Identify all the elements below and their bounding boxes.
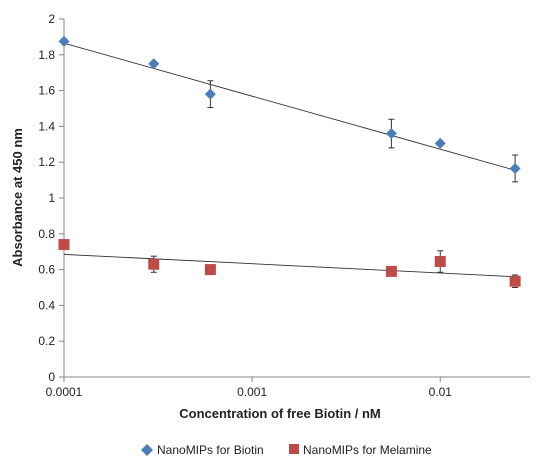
data-points	[58, 35, 521, 287]
data-point-square	[509, 275, 521, 287]
data-point-square	[434, 256, 446, 268]
data-point-square	[385, 265, 397, 277]
trendline	[63, 253, 516, 278]
data-point-diamond	[434, 137, 446, 149]
y-tick-label: 1	[48, 191, 55, 205]
trendline	[63, 42, 516, 171]
y-tick-label: 0.6	[38, 263, 55, 277]
data-point-diamond	[148, 58, 160, 70]
data-point-square	[148, 258, 160, 270]
x-tick-label: 0.01	[429, 385, 453, 399]
data-point-square	[58, 239, 70, 251]
y-tick-label: 2	[48, 12, 55, 26]
data-point-diamond	[385, 128, 397, 140]
legend-item-melamine: NanoMIPs for Melamine	[289, 443, 432, 457]
trendlines	[63, 42, 516, 278]
axes: 0 0.2 0.4 0.6 0.8 1 1.2 1.4 1.6 1.8 2 0.0001 0.001 0.…	[38, 12, 530, 399]
y-axis-title: Absorbance at 450 nm	[10, 128, 25, 267]
error-bars	[150, 80, 519, 288]
data-point-square	[204, 264, 216, 276]
legend: NanoMIPs for Biotin NanoMIPs for Melamin…	[141, 443, 432, 457]
y-tick-label: 1.2	[38, 155, 55, 169]
y-tick-label: 0	[48, 370, 55, 384]
y-tick-label: 0.8	[38, 227, 55, 241]
data-point-diamond	[58, 35, 70, 47]
legend-square-marker	[289, 444, 299, 454]
y-tick-label: 0.2	[38, 334, 55, 348]
data-point-diamond	[509, 162, 521, 174]
x-tick-label: 0.0001	[46, 385, 83, 399]
y-tick-label: 1.8	[38, 48, 55, 62]
x-tick-label: 0.001	[237, 385, 267, 399]
y-tick-label: 1.6	[38, 84, 55, 98]
legend-item-biotin: NanoMIPs for Biotin	[141, 443, 264, 457]
legend-label-melamine: NanoMIPs for Melamine	[303, 443, 432, 457]
x-axis-title: Concentration of free Biotin / nM	[179, 406, 381, 421]
legend-diamond-marker	[141, 444, 153, 456]
data-point-diamond	[204, 88, 216, 100]
y-tick-label: 1.4	[38, 119, 55, 133]
legend-label-biotin: NanoMIPs for Biotin	[157, 443, 264, 457]
y-tick-label: 0.4	[38, 298, 55, 312]
